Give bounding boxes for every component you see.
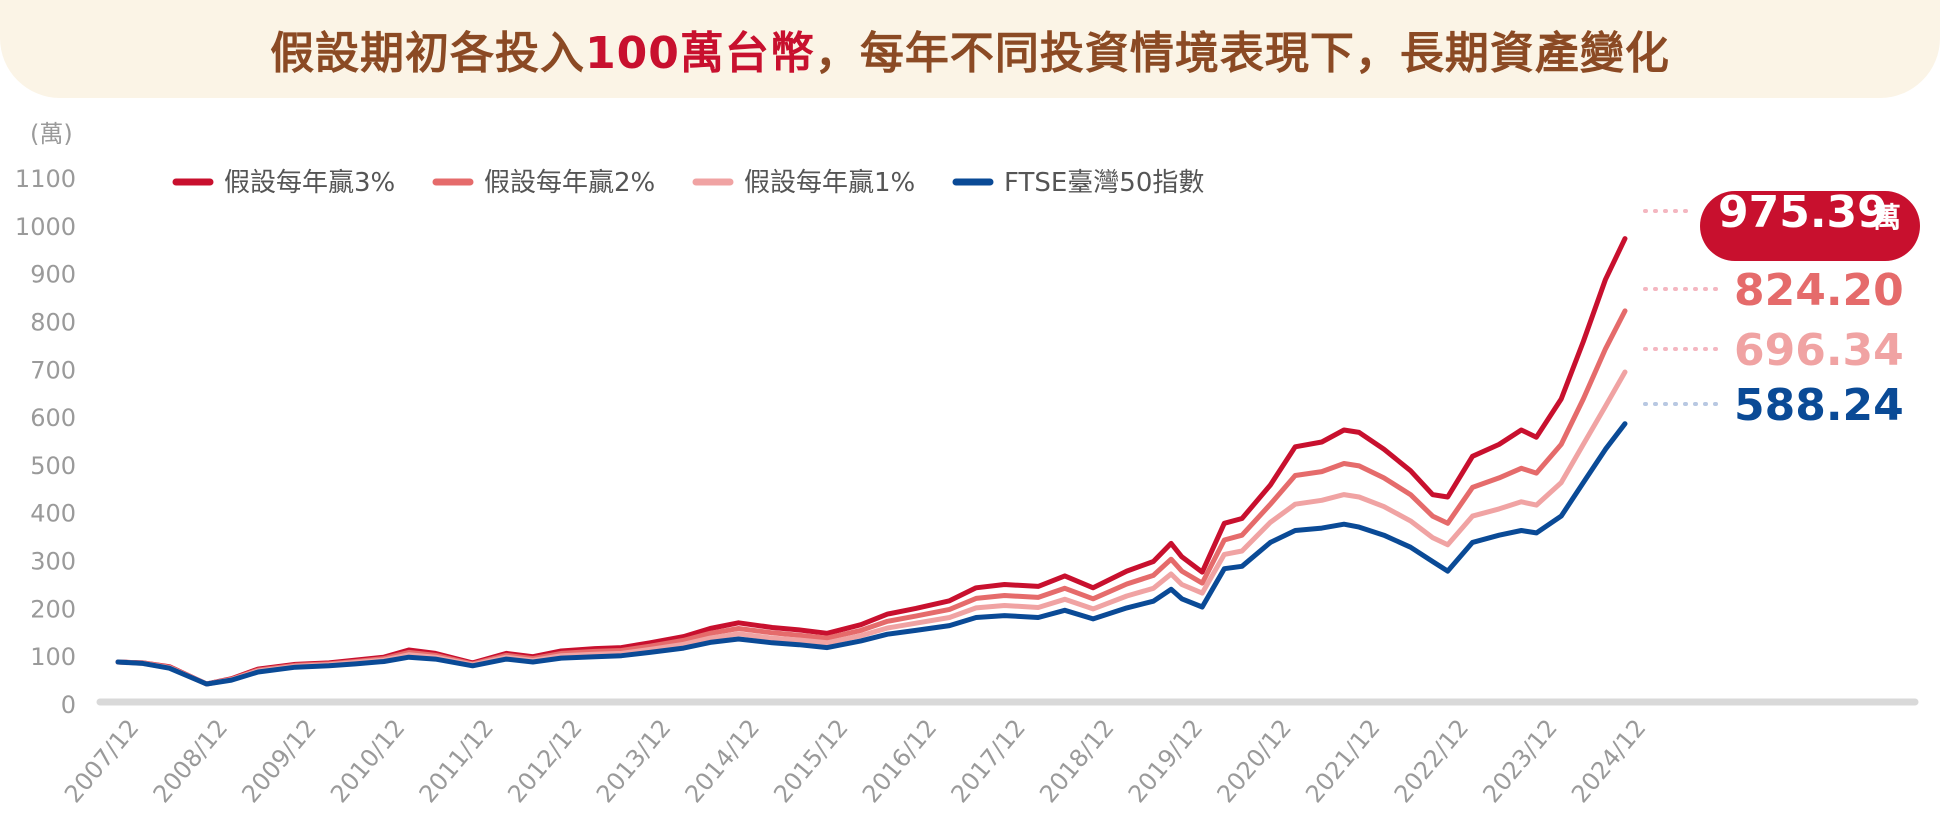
legend: 假設每年贏3% 假設每年贏2% 假設每年贏1% FTSE臺灣50指數	[172, 168, 1204, 198]
x-tick-label: 2016/12	[857, 714, 943, 808]
x-tick-label: 2014/12	[680, 714, 766, 808]
y-tick-label: 200	[30, 595, 76, 623]
x-tick-label: 2010/12	[325, 714, 411, 808]
end-value-label: 975.39	[1718, 187, 1888, 238]
y-tick-label: 500	[30, 452, 76, 480]
x-tick-label: 2015/12	[768, 714, 854, 808]
y-tick-label: 400	[30, 500, 76, 528]
x-tick-label: 2021/12	[1300, 714, 1386, 808]
series-lines	[115, 236, 1628, 687]
x-tick-label: 2019/12	[1123, 714, 1209, 808]
x-tick-label: 2007/12	[59, 714, 145, 808]
x-tick-label: 2022/12	[1389, 714, 1475, 808]
x-tick-label: 2008/12	[148, 714, 234, 808]
x-tick-label: 2024/12	[1566, 714, 1652, 808]
y-tick-label: 100	[30, 643, 76, 671]
end-value-unit: 萬	[1873, 201, 1901, 234]
y-tick-label: 900	[30, 261, 76, 289]
y-tick-label: 0	[61, 691, 76, 719]
y-tick-label: 1100	[15, 165, 76, 193]
series-line	[115, 236, 1628, 687]
legend-label: 假設每年贏3%	[224, 168, 395, 198]
x-tick-label: 2018/12	[1034, 714, 1120, 808]
end-value-label: 696.34	[1734, 325, 1904, 376]
x-tick-label: 2012/12	[502, 714, 588, 808]
series-line	[115, 421, 1628, 687]
y-tick-label: 800	[30, 308, 76, 336]
end-value-label: 824.20	[1734, 265, 1904, 316]
legend-label: 假設每年贏2%	[484, 168, 655, 198]
line-chart: (萬)010020030040050060070080090010001100 …	[15, 120, 1920, 808]
x-tick-label: 2011/12	[414, 714, 500, 808]
y-tick-label: 1000	[15, 213, 76, 241]
y-tick-label: 600	[30, 404, 76, 432]
x-axis: 2007/12 2008/12 2009/12 2010/12 2011/12 2012/…	[59, 698, 1919, 808]
title-highlight: 100萬台幣	[585, 28, 815, 79]
legend-label: FTSE臺灣50指數	[1004, 168, 1204, 198]
chart-title: 假設期初各投入100萬台幣，每年不同投資情境表現下，長期資產變化	[270, 17, 1670, 81]
x-tick-label: 2017/12	[946, 714, 1032, 808]
y-axis-unit: (萬)	[30, 120, 73, 148]
x-tick-label: 2009/12	[236, 714, 322, 808]
title-part1: 假設期初各投入	[270, 28, 586, 79]
title-part2: ，每年不同投資情境表現下，長期資產變化	[814, 28, 1670, 79]
x-tick-label: 2023/12	[1477, 714, 1563, 808]
end-value-label: 588.24	[1734, 380, 1904, 431]
y-tick-label: 300	[30, 548, 76, 576]
title-banner: 假設期初各投入100萬台幣，每年不同投資情境表現下，長期資產變化	[0, 0, 1940, 98]
y-axis: (萬) 0 100 200 300 400 500 600 700 800 900 1000 1100	[15, 120, 76, 719]
top-value-badge	[1700, 191, 1920, 261]
x-tick-label: 2020/12	[1211, 714, 1297, 808]
series-line	[115, 308, 1628, 687]
legend-label: 假設每年贏1%	[744, 168, 915, 198]
y-tick-label: 700	[30, 356, 76, 384]
x-tick-label: 2013/12	[591, 714, 677, 808]
